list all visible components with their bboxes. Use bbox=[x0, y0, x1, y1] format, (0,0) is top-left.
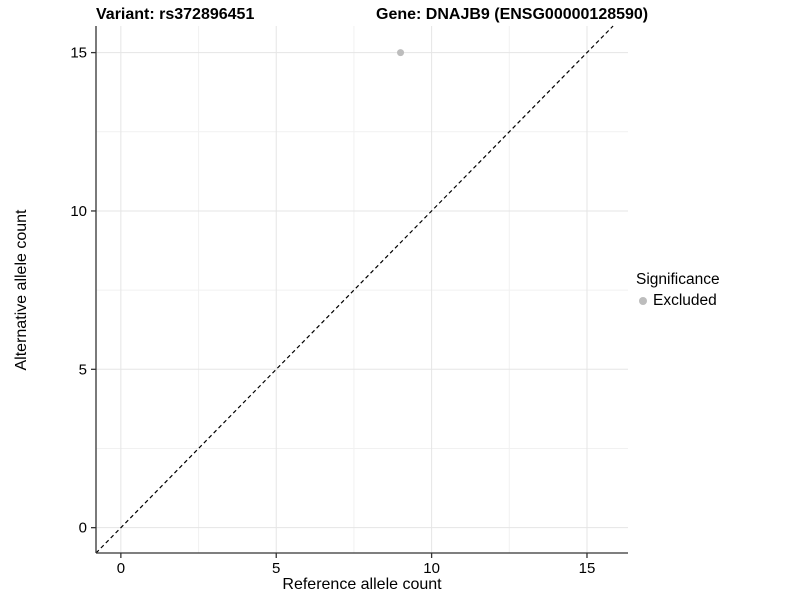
legend-entry-label: Excluded bbox=[653, 292, 717, 309]
identity-dashed-line bbox=[95, 25, 614, 554]
legend-excluded-marker-icon bbox=[639, 297, 647, 305]
y-axis-title: Alternative allele count bbox=[13, 209, 30, 371]
legend-entry: Excluded bbox=[636, 292, 720, 310]
legend-title: Significance bbox=[636, 271, 720, 288]
y-tick-label: 0 bbox=[79, 520, 87, 537]
x-tick-label: 5 bbox=[272, 560, 280, 577]
y-tick-label: 15 bbox=[70, 45, 87, 62]
legend: Significance Excluded bbox=[636, 271, 720, 310]
x-tick-label: 15 bbox=[579, 560, 596, 577]
x-tick-label: 10 bbox=[423, 560, 440, 577]
y-tick-label: 5 bbox=[79, 361, 87, 378]
x-tick-label: 0 bbox=[117, 560, 125, 577]
x-axis-title: Reference allele count bbox=[282, 576, 442, 593]
y-tick-label: 10 bbox=[70, 203, 87, 220]
gene-title: Gene: DNAJB9 (ENSG00000128590) bbox=[376, 6, 649, 23]
variant-title: Variant: rs372896451 bbox=[96, 6, 255, 23]
data-point bbox=[397, 49, 405, 57]
